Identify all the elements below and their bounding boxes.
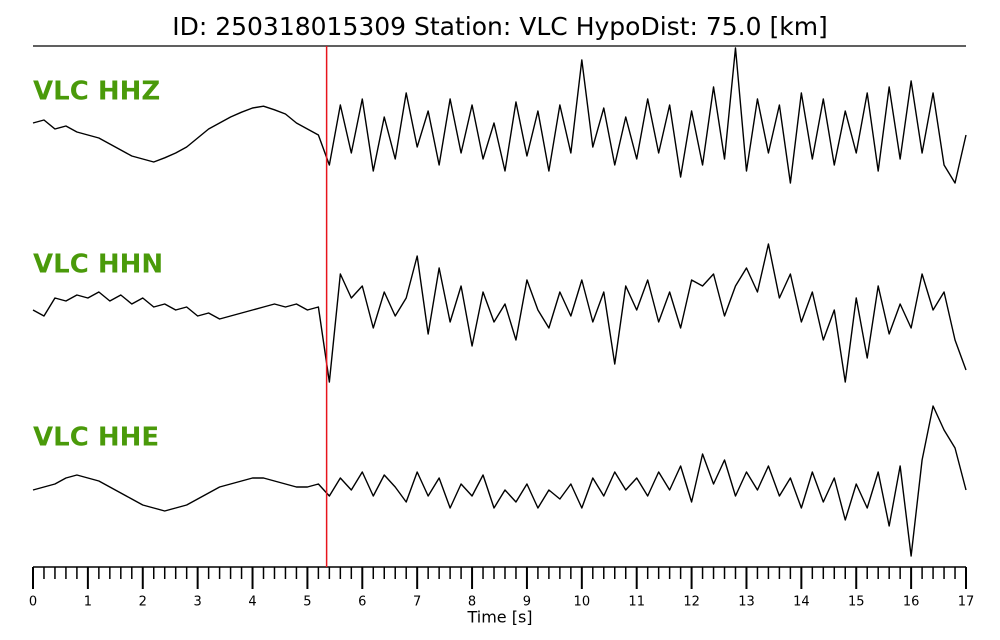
x-tick-label: 11 (628, 595, 645, 610)
x-tick-label: 2 (139, 595, 147, 610)
x-tick-label: 0 (29, 595, 37, 610)
x-tick-label: 16 (903, 595, 920, 610)
x-tick-label: 9 (523, 595, 531, 610)
trace-label: VLC HHN (33, 250, 163, 280)
x-tick-label: 12 (683, 595, 700, 610)
x-tick-label: 1 (84, 595, 92, 610)
waveform (32, 47, 967, 184)
x-tick-label: 5 (303, 595, 311, 610)
trace-label: VLC HHZ (33, 77, 160, 107)
x-tick-label: 10 (574, 595, 591, 610)
x-tick-label: 4 (248, 595, 256, 610)
x-tick-label: 6 (358, 595, 366, 610)
chart-title: ID: 250318015309 Station: VLC HypoDist: … (172, 12, 828, 41)
x-tick-label: 15 (848, 595, 865, 610)
trace-label: VLC HHE (33, 423, 159, 453)
waveform (32, 405, 967, 557)
x-tick-label: 14 (793, 595, 810, 610)
waveform (32, 243, 967, 383)
x-axis-label: Time [s] (466, 608, 532, 627)
x-tick-label: 7 (413, 595, 421, 610)
x-tick-label: 13 (738, 595, 755, 610)
x-tick-label: 3 (194, 595, 202, 610)
x-tick-label: 8 (468, 595, 476, 610)
x-tick-label: 17 (958, 595, 975, 610)
